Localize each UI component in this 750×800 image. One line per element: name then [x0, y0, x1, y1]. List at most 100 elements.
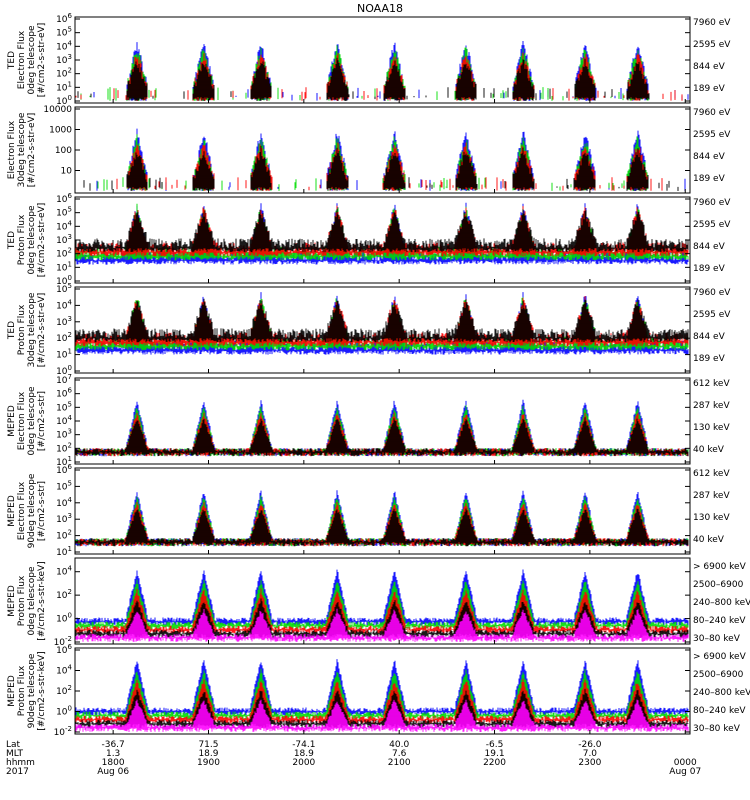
y-tick-label: 102: [56, 247, 72, 260]
panel-4-ylabel: 30deg telescope: [27, 292, 37, 367]
legend-entry: 287 keV: [693, 401, 730, 411]
y-tick-label: 103: [56, 53, 72, 66]
panel-3-traces: [75, 202, 689, 265]
legend-entry: 240–800 keV: [693, 598, 750, 608]
panel-5-series-1: [75, 417, 689, 457]
panel-2-frame: [74, 106, 691, 194]
panel-6-frame: [74, 467, 691, 555]
panel-8-series-1: [75, 699, 689, 732]
panel-3-ylabel: [#/cm2-s-str-eV]: [37, 203, 47, 278]
panel-5-ylabel: 0deg telescope: [27, 386, 37, 456]
y-tick-label: 10: [61, 167, 73, 177]
panel-8: 10-2 100 102 104 106 MEPED Proton Flux 90deg te…: [7, 643, 750, 738]
y-tick-label: 102: [56, 441, 72, 454]
legend-entry: 2595 eV: [693, 40, 731, 50]
panel-2: 10 100 1000 10000 Electron Flux 30deg telesco…: [7, 105, 731, 194]
x-tick-lat: 71.5: [198, 740, 218, 750]
y-tick-label: 100: [56, 94, 72, 107]
panel-1-series-1: [77, 57, 650, 101]
x-tick-mlt: 18.9: [198, 749, 218, 759]
y-tick-label: 105: [56, 400, 72, 413]
y-tick-label: 100: [56, 612, 72, 625]
legend-entry: 7960 eV: [693, 108, 731, 118]
y-tick-label: 106: [56, 643, 72, 656]
legend-entry: 189 eV: [693, 174, 726, 184]
y-tick-label: 103: [56, 428, 72, 441]
x-row-label: MLT: [6, 749, 24, 759]
panel-1-series-3: [80, 45, 649, 101]
y-tick-label: 100: [56, 364, 72, 377]
panel-6-ylabel: 90deg telescope: [27, 473, 37, 548]
panel-3-series-1: [75, 209, 689, 253]
y-tick-label: 103: [56, 512, 72, 525]
x-tick-lat: -74.1: [292, 740, 315, 750]
y-tick-label: 101: [56, 260, 72, 273]
x-tick-date: Aug 07: [669, 767, 701, 777]
panel-6: 101 102 103 104 105 106 MEPED Electron Flux 90de…: [7, 463, 730, 558]
panel-7-series-1: [75, 608, 689, 642]
y-tick-label: 102: [56, 529, 72, 542]
panel-7-traces: [75, 569, 689, 642]
panel-6-traces: [75, 490, 689, 547]
x-tick-hhmm: 2200: [483, 758, 506, 768]
panel-8-series-5: [75, 659, 689, 716]
legend-entry: 287 keV: [693, 491, 730, 501]
panel-4-ylabel: Proton Flux: [17, 304, 27, 355]
y-tick-label: 101: [56, 545, 72, 558]
legend-entry: 612 keV: [693, 379, 730, 389]
y-tick-label: 104: [56, 664, 72, 677]
y-tick-label: 100: [56, 274, 72, 287]
legend-entry: 240–800 keV: [693, 688, 750, 698]
panel-4-ylabel: TED: [7, 321, 17, 340]
y-tick-label: 105: [56, 206, 72, 219]
y-tick-label: 101: [56, 348, 72, 361]
y-tick-label: 104: [56, 414, 72, 427]
x-row-label: hhmm: [6, 758, 35, 768]
x-tick-mlt: 7.6: [392, 749, 407, 759]
x-row-label: 2017: [6, 767, 29, 777]
y-tick-label: 103: [56, 233, 72, 246]
legend-entry: 2595 eV: [693, 310, 731, 320]
x-tick-lat: 40.0: [389, 740, 409, 750]
panel-4-series-1: [75, 298, 689, 343]
legend-entry: 844 eV: [693, 152, 726, 162]
panel-8-ylabel: MEPED: [7, 675, 17, 707]
panel-7: 10-2 100 102 104 MEPED Proton Flux 0deg telesc…: [7, 557, 750, 648]
panel-2-series-3: [97, 134, 649, 191]
panel-2-traces: [83, 128, 686, 191]
panel-7-ylabel: [#/cm2-s-str-keV]: [37, 561, 47, 640]
x-tick-hhmm: 1800: [102, 758, 125, 768]
panel-5-ylabel: [#/cm2-s-str]: [37, 391, 47, 451]
legend-entry: 7960 eV: [693, 198, 731, 208]
legend-entry: 844 eV: [693, 242, 726, 252]
x-tick-lat: -36.7: [101, 740, 124, 750]
x-row-label: Lat: [6, 740, 21, 750]
y-tick-label: 105: [56, 26, 72, 39]
panel-7-ylabel: 0deg telescope: [27, 566, 37, 636]
y-tick-label: 106: [56, 387, 72, 400]
panel-2-ylabel: [#/cm2-s-str-eV]: [27, 113, 37, 188]
panel-7-ylabel: MEPED: [7, 585, 17, 617]
y-tick-label: 104: [56, 39, 72, 52]
y-tick-label: 106: [56, 463, 72, 476]
y-tick-label: 10-2: [54, 635, 72, 648]
y-tick-label: 104: [56, 565, 72, 578]
panel-6-ylabel: [#/cm2-s-str]: [37, 481, 47, 541]
y-tick-label: 101: [56, 455, 72, 468]
legend-entry: 844 eV: [693, 332, 726, 342]
x-tick-hhmm: 2100: [388, 758, 411, 768]
legend-entry: 30–80 keV: [693, 724, 741, 734]
legend-entry: 612 keV: [693, 469, 730, 479]
panel-5-ylabel: MEPED: [7, 405, 17, 437]
legend-entry: 30–80 keV: [693, 634, 741, 644]
panel-1-traces: [75, 41, 689, 101]
x-tick-hhmm: 0000: [674, 758, 697, 768]
legend-entry: 189 eV: [693, 264, 726, 274]
y-tick-label: 102: [56, 331, 72, 344]
panel-3-ylabel: TED: [7, 231, 17, 250]
x-tick-lat: -6.5: [486, 740, 504, 750]
y-tick-label: 101: [56, 80, 72, 93]
y-tick-label: 104: [56, 298, 72, 311]
